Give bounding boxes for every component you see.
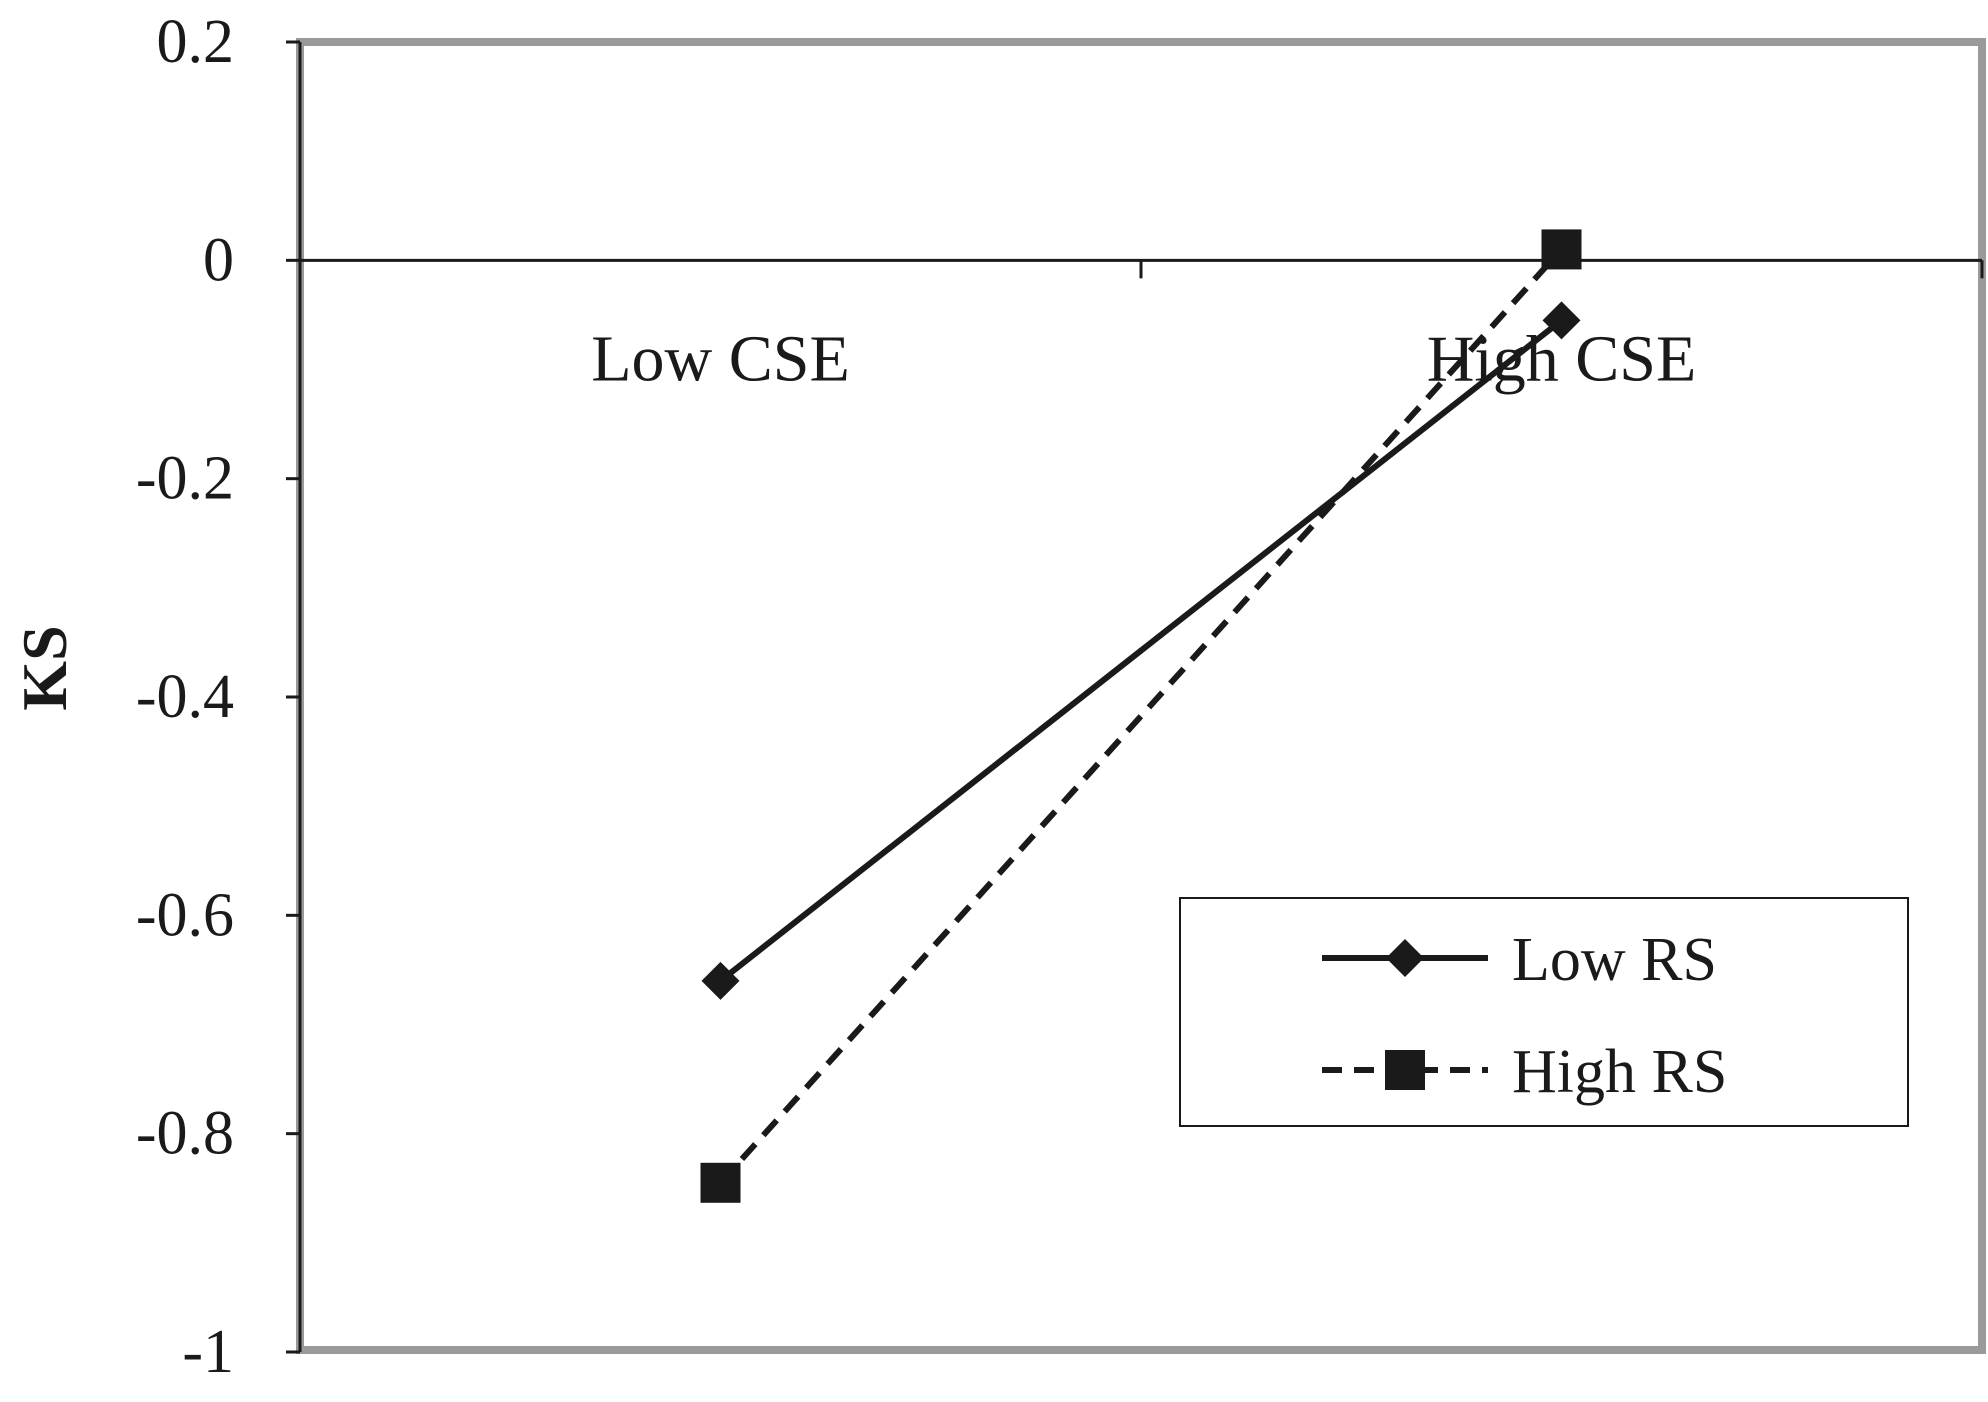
plot-frame [296, 38, 1986, 1354]
series-line [718, 318, 1564, 984]
y-tick-label: -0.8 [136, 1100, 234, 1168]
y-tick-label: 0.2 [157, 8, 235, 76]
category-label: Low CSE [591, 322, 850, 395]
y-tick-label: -0.4 [136, 663, 234, 731]
legend-label: Low RS [1512, 926, 1717, 994]
data-point-diamond [701, 961, 740, 1000]
x-ticks [1139, 260, 1984, 279]
data-point-square [700, 1162, 741, 1203]
y-tick-label: -0.2 [136, 445, 234, 513]
category-labels: Low CSE High CSE [591, 322, 1696, 395]
y-ticks: 0.2 0 -0.2 -0.4 -0.6 -0.8 -1 [136, 8, 300, 1386]
series-lines [700, 229, 1582, 1203]
legend: Low RS High RS [1179, 897, 1909, 1127]
y-tick-label: -0.6 [136, 881, 234, 949]
y-tick-label: 0 [203, 226, 234, 294]
legend-label: High RS [1512, 1038, 1727, 1106]
data-point-diamond [1386, 939, 1424, 977]
legend-box [1179, 897, 1909, 1127]
data-point-square [1385, 1050, 1425, 1090]
series-line [718, 247, 1564, 1185]
data-point-diamond [1542, 301, 1581, 340]
y-tick-label: -1 [182, 1318, 234, 1386]
y-axis-title: KS [9, 625, 80, 710]
data-point-square [1541, 229, 1582, 270]
